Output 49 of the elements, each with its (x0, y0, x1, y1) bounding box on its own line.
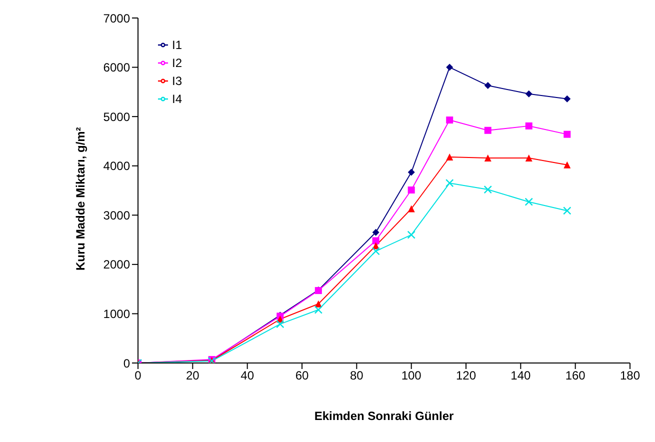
point (484, 185, 492, 194)
y-tick-label: 4000 (103, 159, 130, 174)
point (525, 122, 532, 130)
y-tick-label: 5000 (103, 110, 130, 124)
point (563, 206, 572, 215)
y-tick-label: 0 (123, 356, 130, 370)
point (564, 130, 571, 138)
point (484, 154, 492, 162)
point (407, 230, 416, 239)
point (446, 179, 454, 188)
point (525, 154, 532, 162)
point (525, 90, 532, 98)
point (446, 64, 454, 71)
point (408, 186, 415, 194)
x-tick-label: 100 (401, 368, 422, 383)
point (484, 126, 492, 134)
point (314, 306, 322, 314)
point (276, 320, 284, 328)
point (408, 205, 415, 212)
y-tick-label: 2000 (103, 258, 130, 272)
point (372, 237, 380, 244)
point (524, 198, 533, 206)
point (446, 153, 454, 160)
x-tick-label: 60 (295, 368, 309, 383)
point (372, 247, 380, 256)
x-tick-label: 180 (620, 368, 640, 383)
x-tick-label: 140 (510, 368, 531, 383)
x-tick-label: 120 (456, 368, 476, 383)
point (446, 116, 454, 124)
legend-label: I3 (172, 74, 182, 88)
y-axis-title: Kuru Madde Miktarı, g/m² (73, 127, 88, 270)
legend-label: I1 (172, 38, 182, 52)
y-tick-label: 6000 (103, 60, 130, 75)
legend-label: I4 (172, 92, 182, 106)
point (484, 82, 492, 90)
point (564, 95, 571, 102)
x-tick-label: 20 (186, 368, 200, 383)
point (408, 168, 415, 176)
x-tick-label: 40 (240, 368, 254, 383)
legend-label: I2 (172, 56, 182, 70)
y-tick-label: 1000 (103, 306, 130, 321)
y-tick-label: 7000 (103, 11, 130, 26)
x-tick-label: 160 (565, 368, 586, 383)
x-axis-title: Ekimden Sonraki Günler (314, 409, 454, 423)
x-tick-label: 0 (134, 368, 142, 383)
x-tick-label: 80 (350, 368, 364, 383)
point (372, 228, 380, 236)
point (564, 161, 571, 168)
y-tick-label: 3000 (103, 208, 130, 222)
